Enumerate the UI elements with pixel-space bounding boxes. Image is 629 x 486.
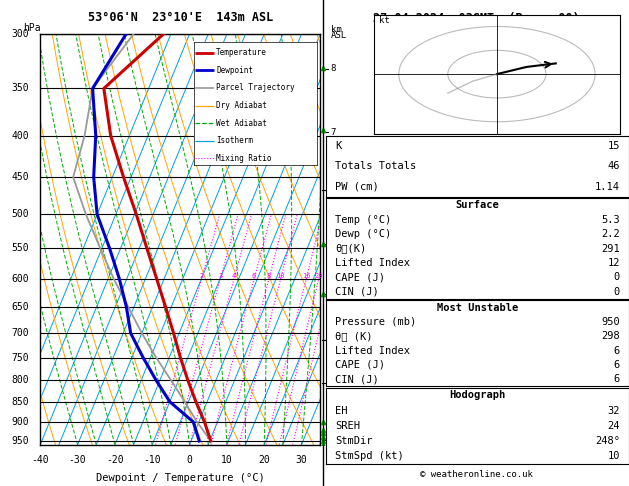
Text: 10: 10 (221, 454, 233, 465)
Text: 350: 350 (11, 84, 29, 93)
Text: 3: 3 (218, 273, 223, 279)
Text: 850: 850 (11, 397, 29, 407)
Text: Temp (°C): Temp (°C) (335, 215, 391, 225)
Text: 298: 298 (601, 331, 620, 341)
Text: StmSpd (kt): StmSpd (kt) (335, 451, 404, 462)
Text: 0: 0 (614, 272, 620, 282)
Text: 2: 2 (331, 379, 337, 387)
Text: Mixing Ratio (g/kg): Mixing Ratio (g/kg) (348, 188, 357, 291)
Text: 6: 6 (614, 374, 620, 384)
Text: 6: 6 (331, 186, 337, 195)
Text: -30: -30 (69, 454, 86, 465)
Text: 600: 600 (11, 274, 29, 284)
Text: 24: 24 (608, 421, 620, 431)
Text: 1: 1 (331, 418, 337, 427)
Text: CIN (J): CIN (J) (335, 374, 379, 384)
Text: 4: 4 (232, 273, 236, 279)
Text: 650: 650 (11, 302, 29, 312)
Text: 15: 15 (608, 141, 620, 151)
Text: 7: 7 (331, 127, 337, 137)
Text: 750: 750 (11, 352, 29, 363)
Text: -40: -40 (31, 454, 49, 465)
Text: 10: 10 (276, 273, 285, 279)
Text: 20: 20 (259, 454, 270, 465)
Text: 2.2: 2.2 (601, 229, 620, 239)
Text: 450: 450 (11, 172, 29, 182)
Text: Totals Totals: Totals Totals (335, 161, 416, 172)
Text: 32: 32 (608, 406, 620, 416)
Text: 0: 0 (614, 287, 620, 297)
Text: 6: 6 (614, 346, 620, 356)
Text: PW (cm): PW (cm) (335, 182, 379, 191)
Text: 8: 8 (331, 64, 337, 73)
Text: SREH: SREH (335, 421, 360, 431)
Text: Dewp (°C): Dewp (°C) (335, 229, 391, 239)
Text: hPa: hPa (23, 23, 41, 33)
Text: Hodograph: Hodograph (449, 390, 506, 400)
Text: 5: 5 (331, 240, 337, 249)
Text: StmDir: StmDir (335, 436, 372, 446)
Text: 0: 0 (187, 454, 192, 465)
Text: © weatheronline.co.uk: © weatheronline.co.uk (420, 469, 533, 479)
Text: 1.14: 1.14 (595, 182, 620, 191)
Text: Dewpoint / Temperature (°C): Dewpoint / Temperature (°C) (96, 473, 265, 484)
Text: K: K (335, 141, 341, 151)
Text: 10: 10 (608, 451, 620, 462)
Text: 2: 2 (199, 273, 204, 279)
Text: 20: 20 (314, 273, 323, 279)
Text: Surface: Surface (455, 200, 499, 210)
Text: θᴇ (K): θᴇ (K) (335, 331, 372, 341)
Text: 291: 291 (601, 243, 620, 254)
Text: 950: 950 (11, 436, 29, 446)
Text: km: km (331, 25, 342, 34)
Text: 400: 400 (11, 131, 29, 140)
Text: 27.04.2024  03GMT  (Base: 00): 27.04.2024 03GMT (Base: 00) (373, 12, 580, 25)
Text: 6: 6 (614, 360, 620, 370)
Text: θᴇ(K): θᴇ(K) (335, 243, 366, 254)
Text: 300: 300 (11, 29, 29, 39)
Text: 30: 30 (296, 454, 308, 465)
Text: ASL: ASL (331, 31, 347, 40)
Text: Most Unstable: Most Unstable (437, 302, 518, 312)
Text: 700: 700 (11, 328, 29, 338)
Text: 16: 16 (302, 273, 311, 279)
Text: kt: kt (379, 16, 390, 25)
Text: EH: EH (335, 406, 347, 416)
Text: 3: 3 (331, 336, 337, 345)
Text: Pressure (mb): Pressure (mb) (335, 317, 416, 327)
Text: 8: 8 (267, 273, 271, 279)
Text: CIN (J): CIN (J) (335, 287, 379, 297)
Text: 550: 550 (11, 243, 29, 253)
Text: Lifted Index: Lifted Index (335, 346, 410, 356)
Text: Lifted Index: Lifted Index (335, 258, 410, 268)
Text: 900: 900 (11, 417, 29, 427)
Text: 53°06'N  23°10'E  143m ASL: 53°06'N 23°10'E 143m ASL (87, 11, 273, 24)
Text: CAPE (J): CAPE (J) (335, 360, 385, 370)
Text: 950: 950 (601, 317, 620, 327)
Text: 6: 6 (252, 273, 256, 279)
Text: 800: 800 (11, 375, 29, 385)
Text: -20: -20 (106, 454, 124, 465)
Text: 46: 46 (608, 161, 620, 172)
Text: 4: 4 (331, 289, 337, 298)
Text: 500: 500 (11, 209, 29, 219)
Text: 5.3: 5.3 (601, 215, 620, 225)
Text: 12: 12 (608, 258, 620, 268)
Text: 248°: 248° (595, 436, 620, 446)
Text: CAPE (J): CAPE (J) (335, 272, 385, 282)
Text: LCL: LCL (331, 436, 347, 445)
Text: -10: -10 (143, 454, 161, 465)
